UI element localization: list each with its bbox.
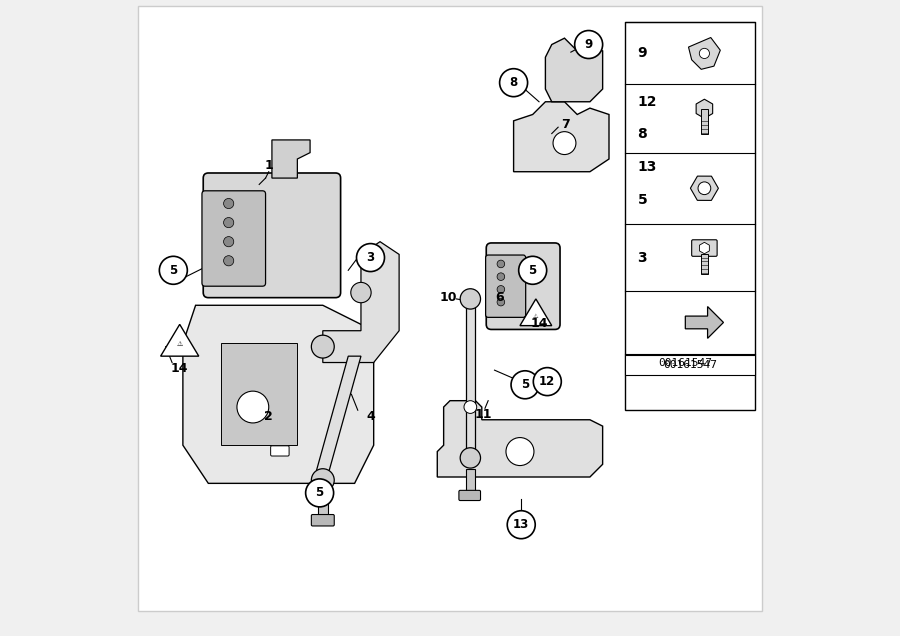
Text: 4: 4: [366, 410, 375, 423]
FancyBboxPatch shape: [625, 22, 755, 410]
Text: 8: 8: [509, 76, 518, 89]
Circle shape: [699, 48, 709, 59]
Circle shape: [159, 256, 187, 284]
Polygon shape: [688, 38, 720, 69]
Text: 1: 1: [265, 159, 273, 172]
FancyBboxPatch shape: [701, 109, 707, 134]
Polygon shape: [437, 401, 603, 477]
Circle shape: [223, 218, 234, 228]
Text: 14: 14: [171, 363, 188, 375]
FancyBboxPatch shape: [202, 191, 266, 286]
Text: 9: 9: [637, 46, 647, 60]
Text: 5: 5: [521, 378, 529, 391]
FancyBboxPatch shape: [271, 446, 289, 456]
FancyBboxPatch shape: [701, 254, 707, 274]
FancyBboxPatch shape: [625, 355, 755, 375]
Text: 3: 3: [366, 251, 374, 264]
Polygon shape: [545, 38, 603, 102]
Text: 6: 6: [495, 291, 504, 303]
Circle shape: [356, 244, 384, 272]
Circle shape: [497, 286, 505, 293]
Text: 5: 5: [528, 264, 536, 277]
Circle shape: [511, 371, 539, 399]
Circle shape: [464, 401, 477, 413]
Circle shape: [553, 132, 576, 155]
Text: ⚠: ⚠: [533, 314, 539, 319]
Text: 9: 9: [584, 38, 593, 51]
Circle shape: [311, 469, 334, 492]
Text: 12: 12: [637, 95, 657, 109]
Text: 11: 11: [474, 408, 491, 421]
Circle shape: [223, 198, 234, 209]
Text: 5: 5: [169, 264, 177, 277]
Circle shape: [497, 298, 505, 306]
FancyBboxPatch shape: [466, 469, 475, 493]
Polygon shape: [272, 140, 310, 178]
Circle shape: [351, 282, 371, 303]
FancyBboxPatch shape: [318, 492, 328, 518]
Text: 8: 8: [637, 127, 647, 141]
Polygon shape: [323, 242, 399, 363]
Polygon shape: [183, 305, 374, 483]
Text: 12: 12: [539, 375, 555, 388]
Text: 10: 10: [440, 291, 457, 303]
Circle shape: [497, 260, 505, 268]
FancyBboxPatch shape: [203, 173, 340, 298]
Polygon shape: [514, 102, 609, 172]
Text: 14: 14: [530, 317, 548, 329]
Polygon shape: [685, 307, 724, 338]
FancyBboxPatch shape: [139, 6, 761, 611]
Circle shape: [508, 511, 536, 539]
Polygon shape: [160, 324, 199, 356]
Text: 13: 13: [637, 160, 657, 174]
Polygon shape: [221, 343, 297, 445]
Circle shape: [460, 448, 481, 468]
Text: 7: 7: [562, 118, 570, 130]
Circle shape: [311, 335, 334, 358]
FancyBboxPatch shape: [486, 255, 526, 317]
Text: 3: 3: [637, 251, 647, 265]
Circle shape: [460, 289, 481, 309]
Circle shape: [237, 391, 269, 423]
FancyBboxPatch shape: [692, 240, 717, 256]
Circle shape: [306, 479, 334, 507]
Text: 5: 5: [637, 193, 647, 207]
Text: 00161547: 00161547: [658, 357, 712, 368]
FancyBboxPatch shape: [486, 243, 560, 329]
Circle shape: [223, 237, 234, 247]
FancyBboxPatch shape: [311, 515, 334, 526]
Circle shape: [575, 31, 603, 59]
FancyBboxPatch shape: [459, 490, 481, 501]
Circle shape: [518, 256, 546, 284]
Circle shape: [500, 69, 527, 97]
Text: 5: 5: [316, 487, 324, 499]
Text: 00161547: 00161547: [663, 360, 717, 370]
Text: 13: 13: [513, 518, 529, 531]
Text: 2: 2: [265, 410, 273, 423]
Circle shape: [506, 438, 534, 466]
Polygon shape: [317, 356, 361, 471]
Text: ⚠: ⚠: [176, 341, 183, 347]
Polygon shape: [466, 305, 475, 455]
Circle shape: [534, 368, 562, 396]
Circle shape: [698, 182, 711, 195]
Polygon shape: [520, 299, 552, 326]
Circle shape: [497, 273, 505, 280]
Circle shape: [223, 256, 234, 266]
